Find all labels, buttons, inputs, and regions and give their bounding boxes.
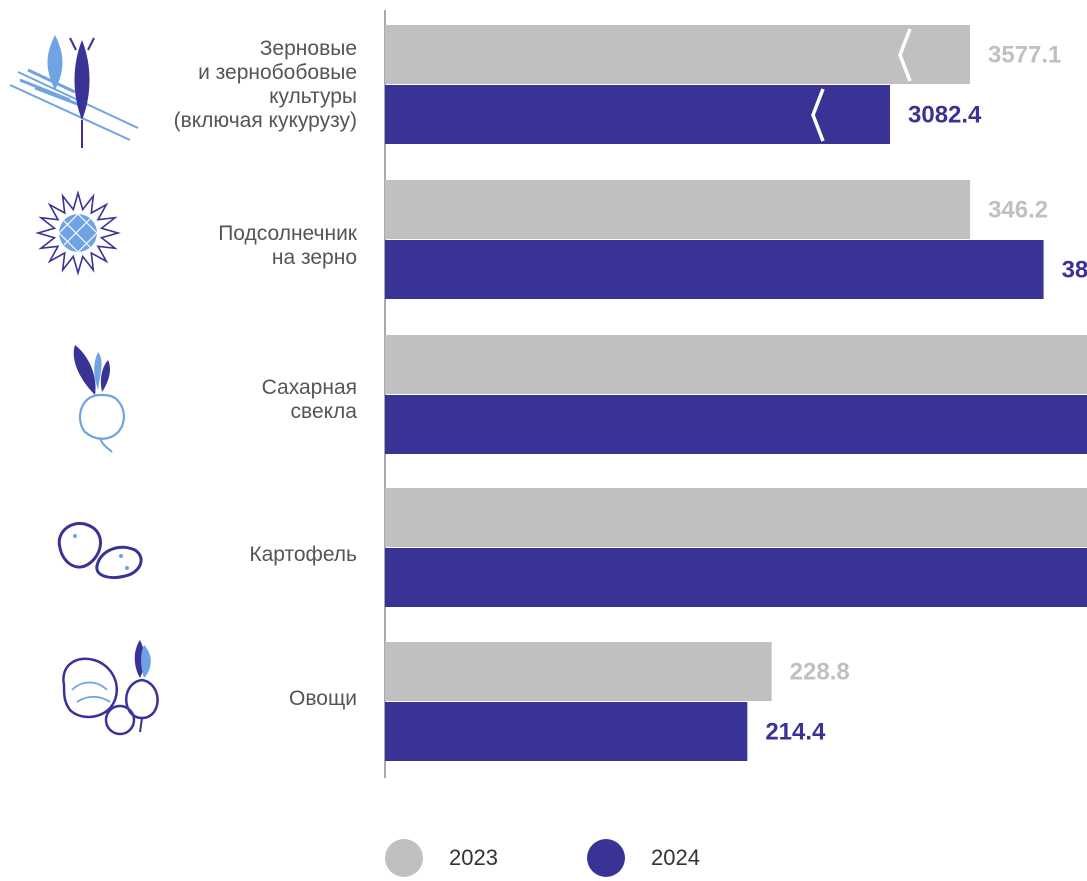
bar-2023-1	[385, 180, 971, 239]
bar-2024-2	[385, 395, 1087, 454]
category-label-sugar-beet: Сахарная свекла	[261, 376, 357, 423]
legend-swatch-2023	[385, 839, 423, 877]
value-label-2023-1: 346.2	[988, 197, 1048, 224]
category-label-vegetables: Овощи	[289, 687, 357, 710]
bar-2023-2	[385, 335, 1087, 394]
wheat-icon	[9, 35, 139, 148]
legend-swatch-2024	[587, 839, 625, 877]
vegetables-icon	[62, 640, 159, 736]
legend-item-2023: 2023	[385, 835, 498, 881]
value-label-2023-4: 228.8	[790, 659, 850, 686]
legend-label-2023: 2023	[449, 845, 498, 870]
bar-2024-1	[385, 240, 1044, 299]
value-label-2024-4: 214.4	[765, 719, 826, 746]
beet-icon	[73, 345, 125, 453]
legend-item-2024: 2024	[587, 835, 700, 881]
category-icons	[9, 35, 159, 736]
value-label-2023-0: 3577.1	[988, 42, 1061, 69]
bars-group: 3577.13082.4346.2389.73405.03490.1490.04…	[385, 25, 1087, 761]
category-label-potato: Картофель	[249, 543, 357, 566]
bar-2024-0	[385, 85, 890, 144]
value-label-2024-0: 3082.4	[908, 102, 982, 129]
value-label-2024-1: 389.7	[1062, 257, 1087, 284]
bar-2024-3	[385, 548, 1087, 607]
sunflower-icon	[35, 190, 121, 276]
bar-2023-4	[385, 642, 772, 701]
category-label-sunflower: Подсолнечник на зерно	[218, 222, 357, 269]
potato-icon	[57, 522, 143, 580]
bar-2023-0	[385, 25, 970, 84]
bar-2023-3	[385, 488, 1087, 547]
legend-label-2024: 2024	[651, 845, 700, 870]
category-label-grains: Зерновые и зернобобовые культуры (включа…	[173, 37, 357, 132]
axis-break-mark-2023	[898, 28, 912, 82]
bar-2024-4	[385, 702, 748, 761]
axis-break-mark-2024	[811, 88, 825, 142]
